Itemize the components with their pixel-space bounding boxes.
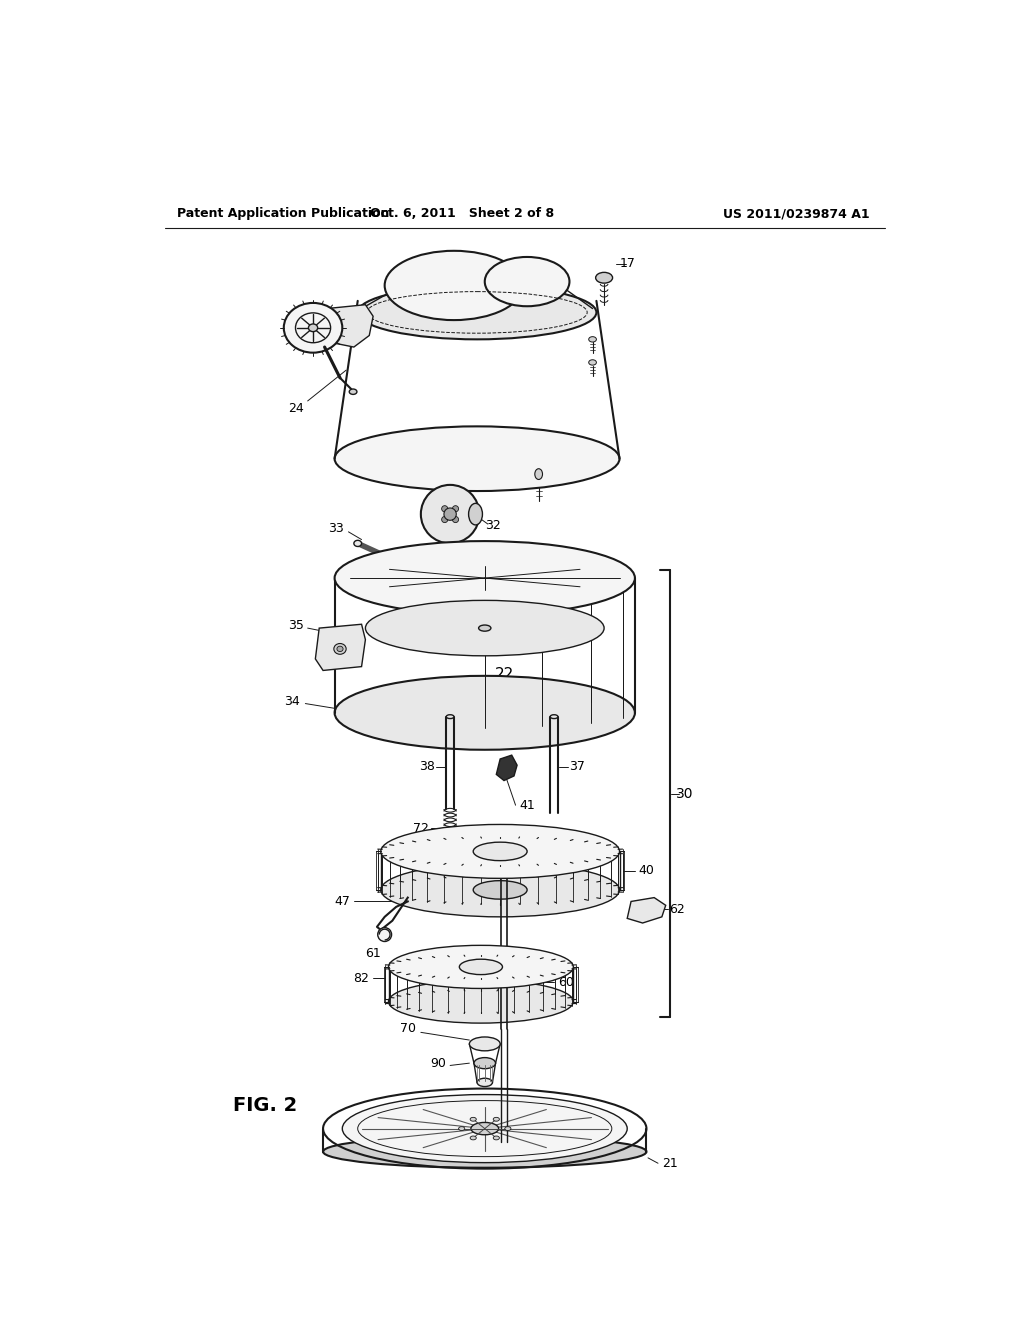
Text: 33: 33 (329, 521, 344, 535)
Text: 30: 30 (676, 787, 693, 801)
Polygon shape (323, 305, 373, 347)
Ellipse shape (335, 426, 620, 491)
Ellipse shape (335, 541, 635, 615)
Ellipse shape (284, 302, 342, 352)
Text: 90: 90 (431, 1056, 446, 1069)
Text: 61: 61 (366, 948, 381, 961)
Text: 60: 60 (558, 975, 573, 989)
Ellipse shape (589, 337, 596, 342)
Ellipse shape (469, 1038, 500, 1051)
Ellipse shape (494, 1137, 500, 1140)
Text: 34: 34 (285, 694, 300, 708)
Ellipse shape (323, 1135, 646, 1168)
Text: Oct. 6, 2011   Sheet 2 of 8: Oct. 6, 2011 Sheet 2 of 8 (370, 207, 554, 220)
Ellipse shape (441, 506, 447, 512)
Text: 47: 47 (335, 895, 350, 908)
Ellipse shape (473, 880, 527, 899)
Ellipse shape (494, 1117, 500, 1121)
Ellipse shape (460, 960, 503, 974)
Text: 35: 35 (288, 619, 304, 632)
Ellipse shape (444, 508, 457, 520)
Ellipse shape (381, 863, 620, 917)
Ellipse shape (335, 676, 635, 750)
Text: 17: 17 (620, 257, 635, 271)
Text: 37: 37 (569, 760, 585, 774)
Ellipse shape (478, 626, 490, 631)
Text: 21: 21 (662, 1156, 678, 1170)
Ellipse shape (354, 540, 361, 546)
Text: 24: 24 (288, 403, 304, 416)
Ellipse shape (459, 1127, 465, 1130)
Polygon shape (315, 624, 366, 671)
Ellipse shape (421, 484, 479, 544)
Ellipse shape (596, 272, 612, 284)
Text: FIG. 2: FIG. 2 (233, 1096, 297, 1115)
Ellipse shape (470, 1117, 476, 1121)
Ellipse shape (334, 644, 346, 655)
Polygon shape (628, 898, 666, 923)
Ellipse shape (473, 842, 527, 861)
Ellipse shape (381, 825, 620, 878)
Text: 20: 20 (475, 447, 495, 462)
Text: US 2011/0239874 A1: US 2011/0239874 A1 (723, 207, 869, 220)
Ellipse shape (349, 389, 357, 395)
Ellipse shape (469, 503, 482, 525)
Ellipse shape (446, 714, 454, 718)
Ellipse shape (477, 1078, 493, 1086)
Text: 70: 70 (399, 1022, 416, 1035)
Text: 62: 62 (670, 903, 685, 916)
Ellipse shape (470, 1137, 476, 1140)
Ellipse shape (342, 1094, 628, 1163)
Text: 41: 41 (519, 799, 535, 812)
Ellipse shape (589, 360, 596, 366)
Text: 12: 12 (437, 282, 455, 296)
Ellipse shape (535, 469, 543, 479)
Ellipse shape (474, 1057, 496, 1069)
Ellipse shape (388, 945, 573, 989)
Polygon shape (497, 755, 517, 780)
Ellipse shape (388, 979, 573, 1023)
Text: Patent Application Publication: Patent Application Publication (177, 207, 389, 220)
Ellipse shape (357, 285, 596, 339)
Ellipse shape (308, 323, 317, 331)
Ellipse shape (484, 257, 569, 306)
Ellipse shape (447, 511, 454, 517)
Text: 32: 32 (484, 519, 501, 532)
Ellipse shape (453, 516, 459, 523)
Ellipse shape (550, 714, 558, 718)
Ellipse shape (337, 647, 343, 652)
Ellipse shape (441, 516, 447, 523)
Ellipse shape (471, 1122, 499, 1135)
Text: 40: 40 (639, 865, 654, 878)
Ellipse shape (505, 1127, 511, 1130)
Text: 72: 72 (413, 822, 429, 834)
Ellipse shape (366, 601, 604, 656)
Ellipse shape (378, 928, 391, 941)
Ellipse shape (385, 251, 523, 321)
Text: 82: 82 (353, 972, 370, 985)
Ellipse shape (453, 506, 459, 512)
Text: 38: 38 (419, 760, 435, 774)
Text: 22: 22 (495, 667, 514, 682)
